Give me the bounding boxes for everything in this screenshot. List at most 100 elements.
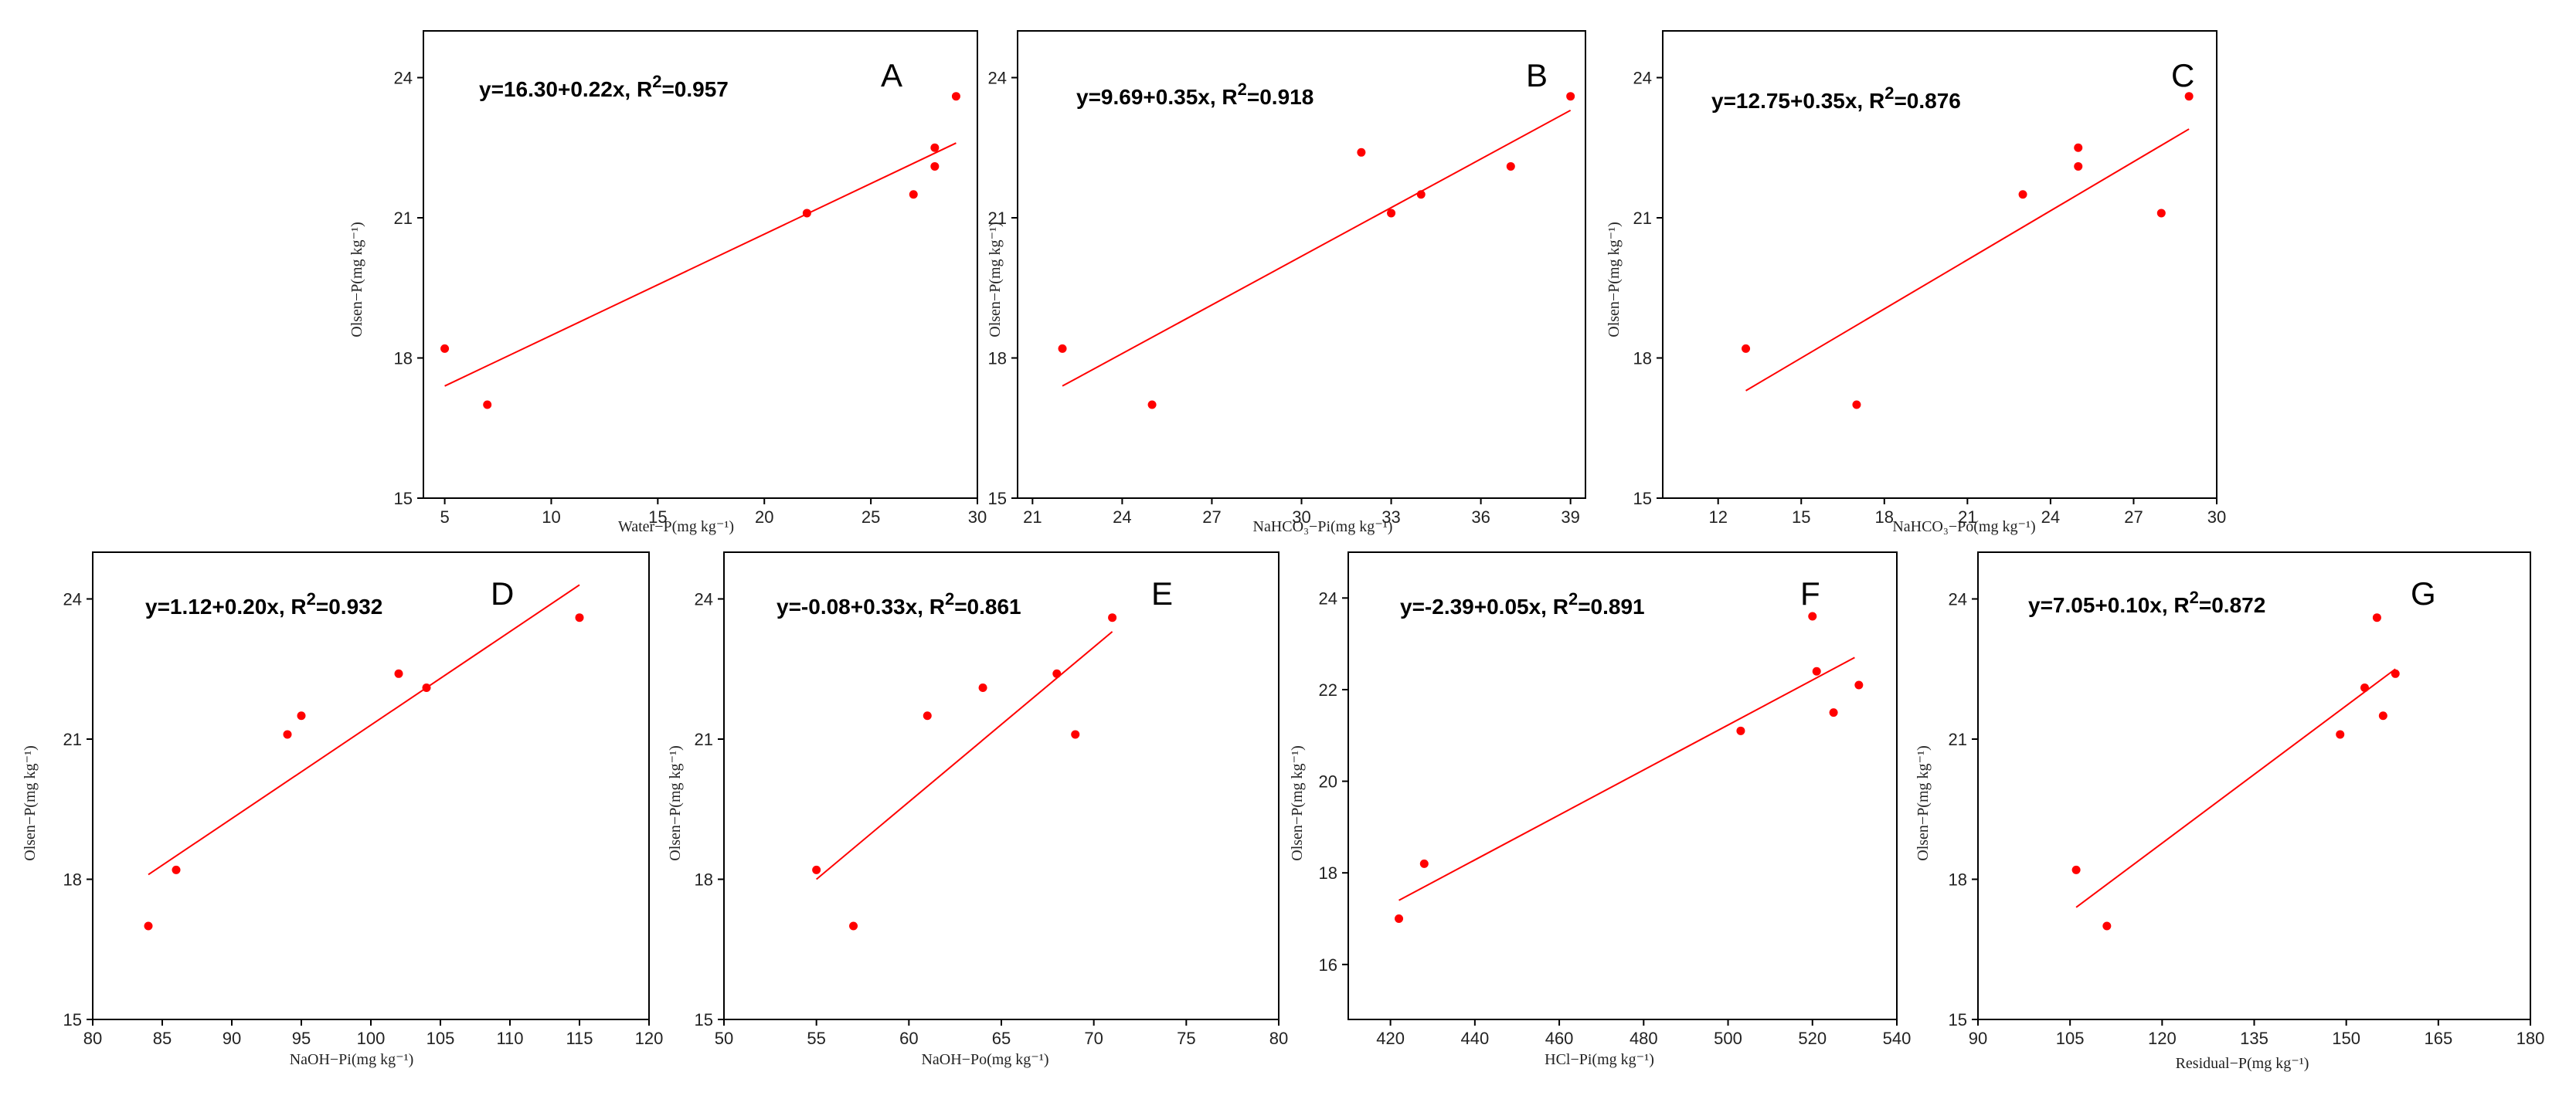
- y-axis-label-f: Olsen−P(mg kg⁻¹): [1289, 745, 1306, 861]
- plot-frame-g: [1977, 551, 2531, 1020]
- data-point-d: [575, 613, 584, 622]
- x-axis-label-a: Water−P(mg kg⁻¹): [618, 518, 734, 535]
- data-point-a: [440, 344, 450, 353]
- fit-line-e: [816, 631, 1113, 880]
- y-axis-label-g: Olsen−P(mg kg⁻¹): [1915, 745, 1932, 861]
- data-point-g: [2071, 865, 2081, 874]
- y-tick-label-b: 18: [988, 349, 1007, 368]
- y-axis-label-b: Olsen−P(mg kg⁻¹): [987, 222, 1004, 338]
- chart-marks: [144, 92, 2400, 931]
- x-tick-label-d: 85: [153, 1029, 172, 1048]
- y-tick-label-g: 24: [1949, 590, 1967, 609]
- data-point-e: [812, 865, 821, 874]
- x-tick-label-c: 18: [1875, 507, 1894, 527]
- panel-letter-e: E: [1151, 575, 1173, 612]
- x-tick-label-e: 60: [899, 1029, 918, 1048]
- data-point-f: [1395, 914, 1404, 924]
- x-tick-label-e: 50: [715, 1029, 733, 1048]
- x-tick-label-b: 27: [1202, 507, 1221, 527]
- y-axis-label-e: Olsen−P(mg kg⁻¹): [667, 745, 684, 861]
- data-point-g: [2102, 921, 2112, 931]
- x-tick-label-b: 24: [1113, 507, 1131, 527]
- fit-line-c: [1745, 128, 2190, 392]
- data-point-e: [849, 921, 858, 931]
- data-point-b: [1058, 344, 1067, 353]
- y-tick-label-f: 18: [1319, 863, 1337, 883]
- fit-line-b: [1062, 109, 1572, 387]
- data-point-g: [2378, 711, 2387, 721]
- x-tick-label-c: 27: [2124, 507, 2143, 527]
- fit-line-g: [2075, 668, 2396, 908]
- fit-line-a: [444, 142, 957, 387]
- equation-d: y=1.12+0.20x, R2=0.932: [145, 589, 382, 619]
- x-axis-label-f: HCl−Pi(mg kg⁻¹): [1545, 1051, 1654, 1068]
- y-axis-label-d: Olsen−P(mg kg⁻¹): [22, 745, 39, 861]
- panel-letter-g: G: [2411, 575, 2436, 612]
- y-tick-label-d: 18: [63, 870, 82, 890]
- x-tick-label-c: 30: [2207, 507, 2226, 527]
- y-tick-label-f: 22: [1319, 680, 1337, 700]
- x-tick-label-f: 420: [1376, 1029, 1405, 1048]
- y-axis-label-a: Olsen−P(mg kg⁻¹): [348, 222, 365, 338]
- x-tick-label-d: 115: [566, 1029, 593, 1048]
- y-tick-label-a: 24: [394, 69, 413, 88]
- x-tick-label-b: 36: [1471, 507, 1490, 527]
- x-tick-label-e: 70: [1084, 1029, 1103, 1048]
- x-tick-label-e: 75: [1177, 1029, 1195, 1048]
- x-tick-label-a: 5: [440, 507, 449, 527]
- y-tick-label-e: 15: [695, 1010, 713, 1029]
- plot-frame-e: [723, 551, 1280, 1020]
- x-axis-label-e: NaOH−Po(mg kg⁻¹): [921, 1051, 1048, 1068]
- data-point-c: [2156, 209, 2166, 218]
- x-tick-label-b: 33: [1381, 507, 1400, 527]
- plot-frame-c: [1662, 30, 2217, 499]
- y-tick-label-e: 21: [695, 730, 713, 749]
- x-axis-label-d: NaOH−Pi(mg kg⁻¹): [290, 1051, 414, 1068]
- y-tick-label-g: 21: [1949, 730, 1967, 749]
- y-tick-label-a: 15: [394, 489, 413, 508]
- x-tick-label-e: 80: [1269, 1029, 1288, 1048]
- data-point-d: [394, 669, 403, 678]
- data-point-c: [2184, 92, 2194, 101]
- data-point-g: [2336, 730, 2345, 739]
- data-point-e: [1052, 669, 1062, 678]
- panel-letter-f: F: [1800, 575, 1820, 612]
- y-tick-label-g: 18: [1949, 870, 1967, 890]
- x-tick-label-c: 21: [1958, 507, 1976, 527]
- data-point-a: [802, 209, 811, 218]
- y-tick-label-d: 21: [63, 730, 82, 749]
- x-tick-label-g: 165: [2424, 1029, 2452, 1048]
- x-tick-label-d: 100: [357, 1029, 386, 1048]
- y-tick-label-c: 15: [1633, 489, 1652, 508]
- equation-g: y=7.05+0.10x, R2=0.872: [2028, 588, 2265, 617]
- x-tick-label-d: 105: [427, 1029, 455, 1048]
- y-tick-label-f: 16: [1319, 955, 1337, 975]
- data-point-b: [1357, 148, 1366, 157]
- fit-line-d: [148, 584, 580, 876]
- data-point-f: [1808, 612, 1817, 621]
- y-tick-label-b: 15: [988, 489, 1007, 508]
- y-tick-label-g: 15: [1949, 1010, 1967, 1029]
- x-tick-label-f: 480: [1630, 1029, 1658, 1048]
- x-tick-label-f: 460: [1545, 1029, 1574, 1048]
- x-tick-label-b: 30: [1292, 507, 1310, 527]
- x-tick-label-d: 80: [83, 1029, 102, 1048]
- x-tick-label-f: 540: [1883, 1029, 1912, 1048]
- x-tick-label-d: 95: [292, 1029, 311, 1048]
- y-tick-label-f: 24: [1319, 589, 1337, 608]
- equation-f: y=-2.39+0.05x, R2=0.891: [1400, 589, 1645, 619]
- equation-a: y=16.30+0.22x, R2=0.957: [479, 72, 729, 101]
- x-axis-label-c: NaHCO₃−Po(mg kg⁻¹): [1892, 518, 2035, 535]
- x-tick-label-g: 180: [2517, 1029, 2545, 1048]
- x-tick-label-e: 55: [807, 1029, 825, 1048]
- data-point-d: [144, 921, 153, 931]
- data-point-b: [1566, 92, 1575, 101]
- x-tick-label-c: 24: [2041, 507, 2060, 527]
- data-point-a: [483, 400, 492, 409]
- x-tick-label-g: 90: [1969, 1029, 1987, 1048]
- plot-frame-d: [92, 551, 650, 1020]
- panel-letter-b: B: [1526, 57, 1548, 93]
- x-tick-label-g: 120: [2148, 1029, 2177, 1048]
- x-axis-label-b: NaHCO₃−Pi(mg kg⁻¹): [1253, 518, 1393, 535]
- data-point-c: [2074, 143, 2083, 152]
